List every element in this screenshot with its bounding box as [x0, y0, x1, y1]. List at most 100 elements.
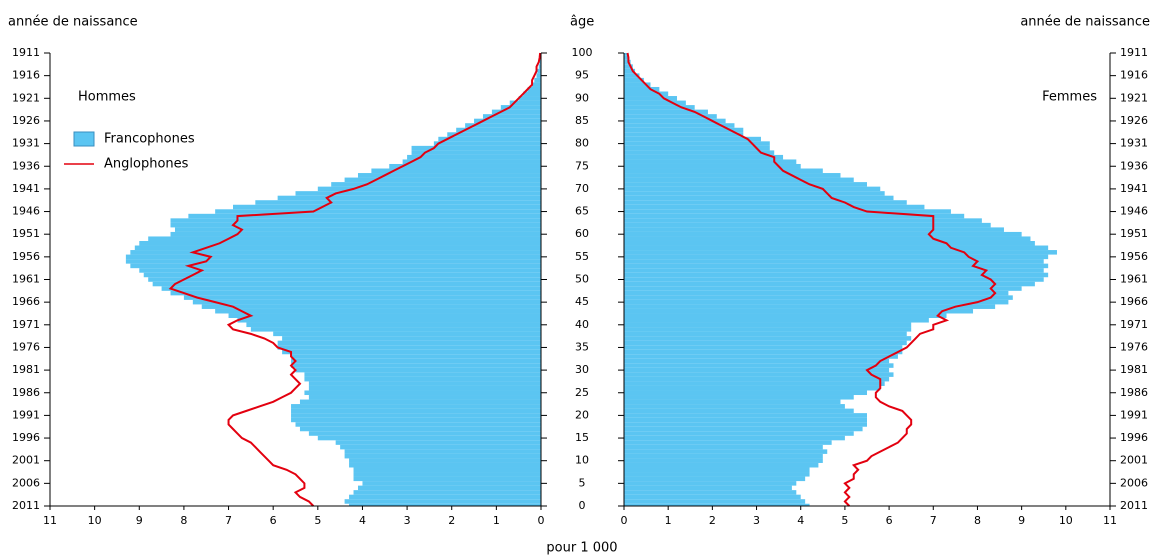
area-bar	[624, 163, 801, 169]
area-bar	[295, 367, 541, 373]
y-tick-label: 1936	[1120, 159, 1148, 172]
area-bar	[624, 213, 965, 219]
area-bar	[624, 173, 841, 178]
y-tick-label: 2011	[12, 499, 40, 512]
area-bar	[134, 245, 542, 251]
area-bar	[624, 449, 828, 454]
area-bar	[139, 240, 542, 246]
area-bar	[402, 159, 541, 164]
y-tick-label: 1976	[1120, 340, 1148, 353]
age-tick-label: 60	[575, 227, 589, 240]
area-bar	[537, 68, 541, 74]
area-bar	[433, 141, 541, 146]
area-bar	[518, 96, 541, 101]
legend-swatch	[73, 131, 95, 147]
x-tick-label: 1	[665, 514, 672, 527]
area-bar	[344, 449, 541, 454]
age-tick-label: 50	[575, 273, 589, 286]
area-bar	[349, 503, 541, 506]
y-tick-label: 1951	[1120, 227, 1148, 240]
area-bar	[371, 168, 541, 174]
area-bar	[624, 336, 912, 341]
area-bar	[624, 204, 925, 210]
area-bar	[624, 118, 726, 124]
area-bar	[624, 227, 1004, 232]
y-tick-label: 1961	[1120, 273, 1148, 286]
y-tick-label: 1986	[12, 386, 40, 399]
area-bar	[624, 313, 947, 319]
y-tick-label: 1941	[1120, 182, 1148, 195]
area-bar	[349, 458, 541, 463]
x-tick-label: 3	[404, 514, 411, 527]
area-bar	[304, 372, 541, 377]
area-bar	[353, 490, 541, 495]
x-tick-label: 7	[930, 514, 937, 527]
area-bar	[624, 109, 708, 115]
area-bar	[624, 327, 912, 332]
area-bar	[362, 481, 541, 486]
y-tick-label: 2001	[12, 454, 40, 467]
area-bar	[624, 499, 806, 504]
area-bar	[237, 318, 542, 323]
area-bar	[291, 354, 541, 359]
area-bar	[308, 431, 541, 436]
y-tick-label: 1911	[1120, 46, 1148, 59]
area-bar	[624, 236, 1031, 241]
area-bar	[624, 385, 881, 391]
area-bar	[624, 422, 867, 427]
x-tick-label: 5	[314, 514, 321, 527]
area-bar	[174, 227, 541, 232]
area-bar	[170, 222, 541, 228]
x-tick-label: 11	[1103, 514, 1117, 527]
area-bar	[233, 204, 541, 210]
y-tick-label: 1991	[12, 408, 40, 421]
area-bar	[624, 354, 898, 359]
area-bar	[624, 367, 890, 373]
area-bar	[539, 59, 541, 65]
area-bar	[624, 132, 744, 137]
area-bar	[308, 385, 541, 391]
y-tick-label: 1961	[12, 273, 40, 286]
area-bar	[624, 91, 669, 97]
area-bar	[161, 286, 541, 291]
area-bar	[624, 290, 1009, 296]
area-bar	[624, 250, 1057, 255]
area-bar	[624, 462, 819, 468]
area-bar	[624, 263, 1049, 269]
area-bar	[277, 345, 541, 350]
y-tick-label: 1911	[12, 46, 40, 59]
area-bar	[331, 182, 541, 187]
area-bar	[335, 440, 541, 445]
area-bar	[624, 395, 854, 400]
area-bar	[215, 308, 541, 314]
area-bar	[624, 86, 660, 92]
area-bar	[125, 259, 541, 264]
area-bar	[624, 476, 806, 482]
area-bar	[538, 64, 541, 69]
y-tick-label: 1941	[12, 182, 40, 195]
area-bar	[170, 218, 541, 223]
x-tick-label: 5	[841, 514, 848, 527]
area-bar	[624, 363, 894, 368]
age-tick-label: 40	[575, 318, 589, 331]
area-bar	[353, 472, 541, 477]
area-bar	[624, 322, 912, 328]
area-bar	[349, 462, 541, 468]
area-bar	[624, 218, 982, 223]
area-bar	[509, 100, 541, 106]
x-tick-label: 2	[448, 514, 455, 527]
area-bar	[125, 254, 541, 260]
age-tick-label: 0	[579, 499, 586, 512]
area-bar	[624, 417, 867, 423]
panel-label: Femmes	[1042, 90, 1097, 105]
area-bar	[291, 408, 541, 414]
area-bar	[295, 422, 541, 427]
area-bar	[624, 245, 1049, 251]
x-tick-label: 9	[136, 514, 143, 527]
area-bar	[308, 381, 541, 386]
right-axis-title: année de naissance	[1020, 15, 1150, 30]
x-tick-label: 10	[88, 514, 102, 527]
line	[168, 52, 542, 507]
area-bar	[130, 250, 541, 255]
